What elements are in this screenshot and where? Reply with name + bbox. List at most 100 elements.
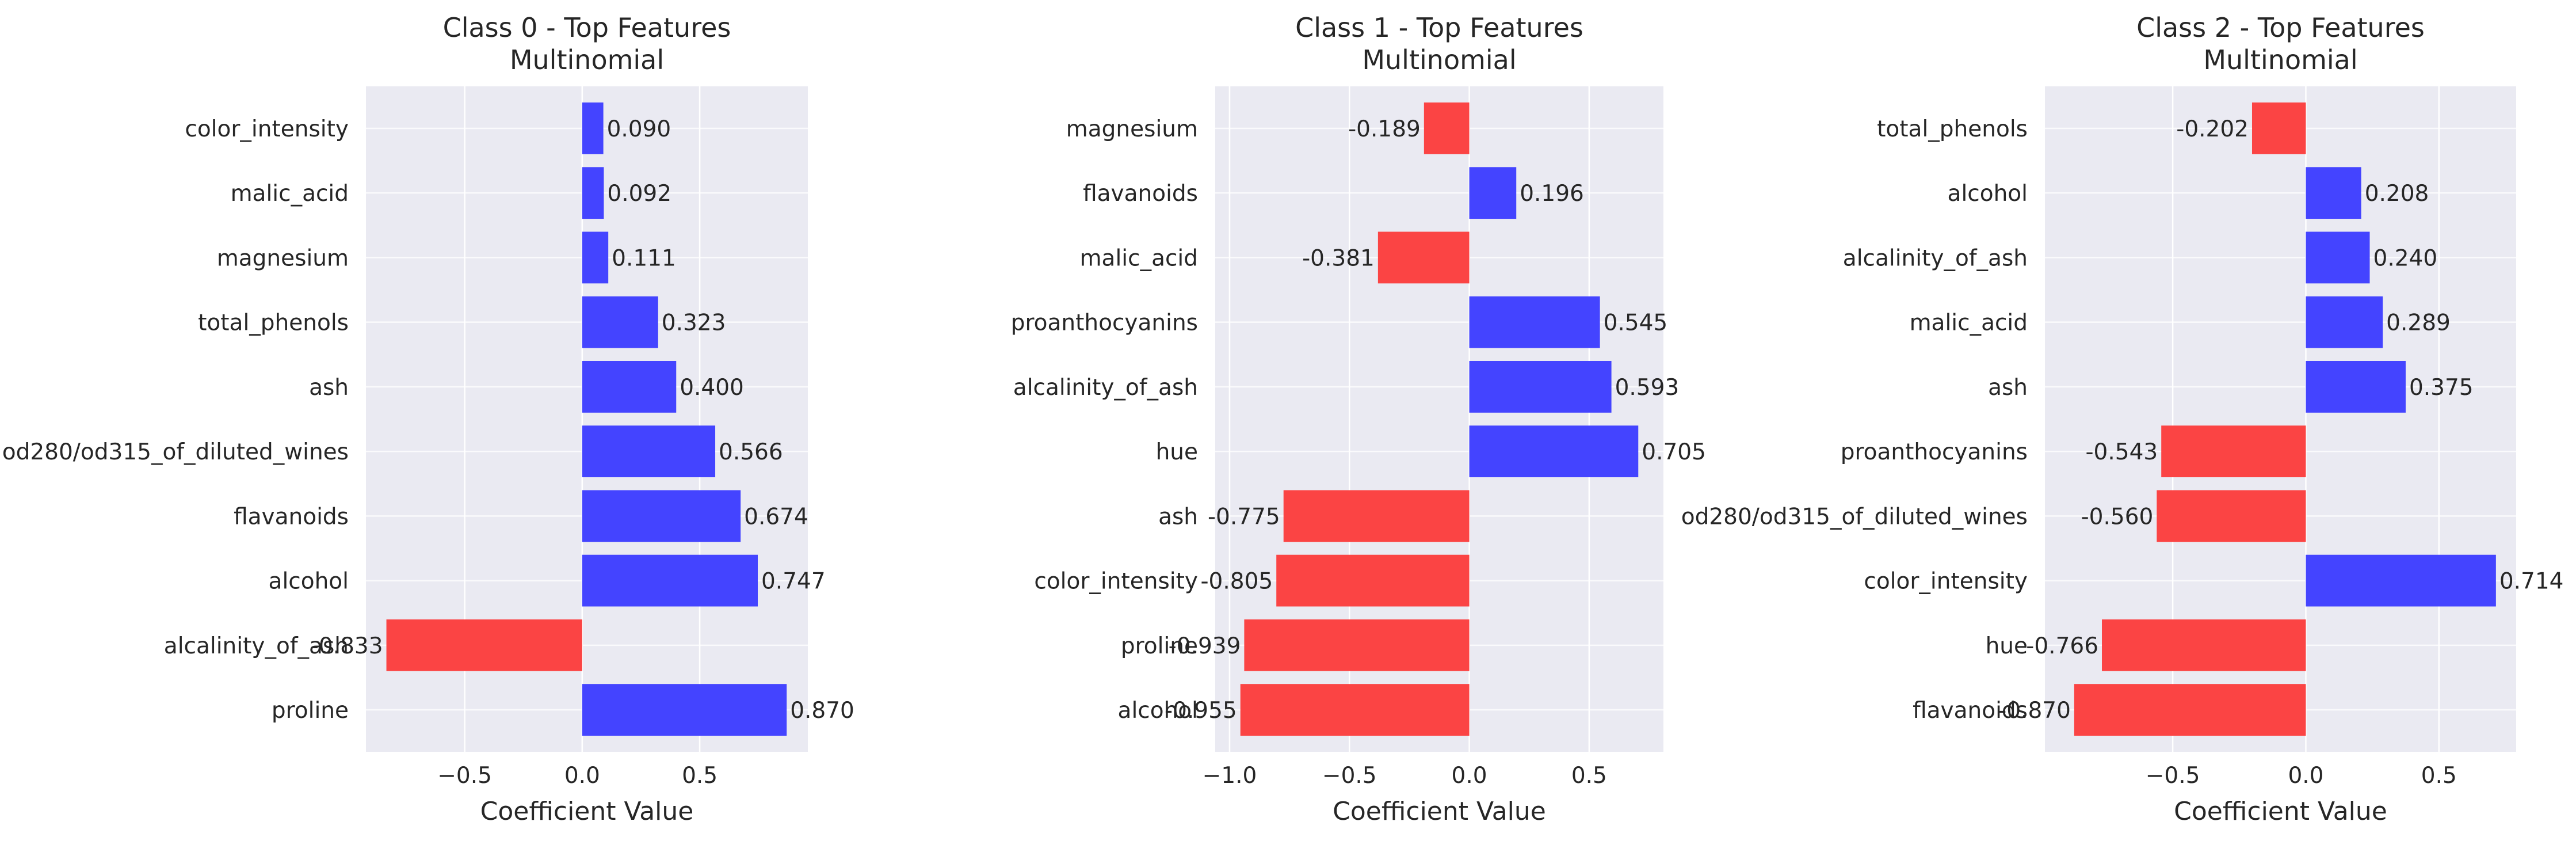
category-label: proline <box>272 698 349 724</box>
bar-alcohol <box>1240 684 1470 736</box>
value-label: 0.375 <box>2409 375 2474 401</box>
bar-hue <box>2102 619 2306 671</box>
category-label: hue <box>1986 633 2028 659</box>
chart-panel-1: magnesium flavanoids malic_acid proanthocya… <box>1011 12 1706 826</box>
value-label: 0.289 <box>2386 310 2451 336</box>
x-axis-label: Coefficient Value <box>1333 797 1546 826</box>
category-label: ash <box>309 375 349 401</box>
category-label: malic_acid <box>1910 310 2028 336</box>
bar-od280/od315_of_diluted_wines <box>2157 490 2306 542</box>
category-label: od280/od315_of_diluted_wines <box>2 439 349 465</box>
bar-proline <box>582 684 787 736</box>
x-tick-label: −0.5 <box>2146 763 2200 789</box>
bar-alcalinity_of_ash <box>1469 360 1612 413</box>
x-tick-label: −1.0 <box>1203 763 1257 789</box>
bar-alcalinity_of_ash <box>2306 231 2370 284</box>
value-label: -0.202 <box>2176 116 2249 142</box>
bar-magnesium <box>1424 102 1470 154</box>
category-label: flavanoids <box>234 504 349 530</box>
chart-subtitle: Multinomial <box>1362 44 1516 75</box>
x-axis-label: Coefficient Value <box>480 797 694 826</box>
category-label: flavanoids <box>1083 181 1198 207</box>
x-tick-label: −0.5 <box>437 763 492 789</box>
value-label: -0.381 <box>1302 245 1375 271</box>
category-label: magnesium <box>1066 116 1198 142</box>
bar-flavanoids <box>1469 167 1517 219</box>
value-label: -0.833 <box>311 633 383 659</box>
x-tick-label: 0.5 <box>1571 763 1607 789</box>
x-tick-label: 0.5 <box>2421 763 2457 789</box>
x-axis-label: Coefficient Value <box>2174 797 2387 826</box>
value-label: 0.208 <box>2365 181 2429 207</box>
bar-malic_acid <box>2306 296 2383 348</box>
bar-magnesium <box>582 231 609 284</box>
value-label: -0.775 <box>1208 504 1280 530</box>
bar-total_phenols <box>2251 102 2306 154</box>
bar-alcohol <box>582 554 758 607</box>
bar-malic_acid <box>582 167 604 219</box>
chart-panel-0: color_intensity malic_acid magnesium total_… <box>2 12 854 826</box>
category-label: color_intensity <box>185 116 349 142</box>
bar-color_intensity <box>2306 554 2496 607</box>
category-label: alcohol <box>1948 181 2028 207</box>
value-label: 0.705 <box>1642 439 1706 465</box>
category-label: total_phenols <box>1877 116 2028 142</box>
value-label: -0.870 <box>1998 698 2071 724</box>
category-label: proanthocyanins <box>1841 439 2028 465</box>
x-tick-label: 0.0 <box>1452 763 1487 789</box>
category-label: proline <box>1121 633 1198 659</box>
value-label: -0.955 <box>1165 698 1237 724</box>
bar-alcalinity_of_ash <box>386 619 582 671</box>
bar-alcohol <box>2306 167 2361 219</box>
bar-color_intensity <box>582 102 604 154</box>
category-label: alcohol <box>1118 698 1198 724</box>
category-label: total_phenols <box>198 310 349 336</box>
value-label: 0.747 <box>761 569 826 595</box>
value-label: 0.400 <box>680 375 744 401</box>
value-label: -0.560 <box>2081 504 2154 530</box>
category-label: od280/od315_of_diluted_wines <box>1681 504 2028 530</box>
value-label: 0.240 <box>2373 245 2438 271</box>
value-label: -0.189 <box>1348 116 1421 142</box>
value-label: 0.196 <box>1520 181 1584 207</box>
category-label: malic_acid <box>1080 245 1198 271</box>
value-label: -0.543 <box>2085 439 2158 465</box>
bar-proanthocyanins <box>1469 296 1600 348</box>
value-label: -0.766 <box>2026 633 2098 659</box>
value-label: 0.545 <box>1604 310 1668 336</box>
chart-subtitle: Multinomial <box>2203 44 2357 75</box>
value-label: 0.674 <box>744 504 808 530</box>
bar-ash <box>582 360 677 413</box>
bar-od280/od315_of_diluted_wines <box>582 425 716 478</box>
category-label: alcalinity_of_ash <box>164 633 349 659</box>
category-label: color_intensity <box>1864 569 2028 595</box>
value-label: 0.092 <box>607 181 671 207</box>
value-label: -0.939 <box>1169 633 1241 659</box>
chart-title: Class 0 - Top Features <box>443 12 731 43</box>
value-label: 0.566 <box>719 439 783 465</box>
x-tick-label: 0.0 <box>564 763 600 789</box>
category-label: color_intensity <box>1034 569 1198 595</box>
value-label: 0.714 <box>2499 569 2564 595</box>
category-label: ash <box>1988 375 2028 401</box>
x-tick-label: −0.5 <box>1322 763 1377 789</box>
bar-proline <box>1244 619 1470 671</box>
category-label: alcalinity_of_ash <box>1013 375 1198 401</box>
value-label: 0.323 <box>662 310 726 336</box>
bar-flavanoids <box>2074 684 2306 736</box>
value-label: 0.090 <box>607 116 671 142</box>
bar-ash <box>1283 490 1470 542</box>
x-tick-label: 0.0 <box>2288 763 2323 789</box>
category-label: flavanoids <box>1913 698 2028 724</box>
bar-ash <box>2306 360 2406 413</box>
category-label: ash <box>1158 504 1198 530</box>
value-label: 0.111 <box>612 245 676 271</box>
bar-total_phenols <box>582 296 658 348</box>
category-label: proanthocyanins <box>1011 310 1198 336</box>
category-label: magnesium <box>217 245 349 271</box>
bar-hue <box>1469 425 1639 478</box>
value-label: -0.805 <box>1200 569 1273 595</box>
